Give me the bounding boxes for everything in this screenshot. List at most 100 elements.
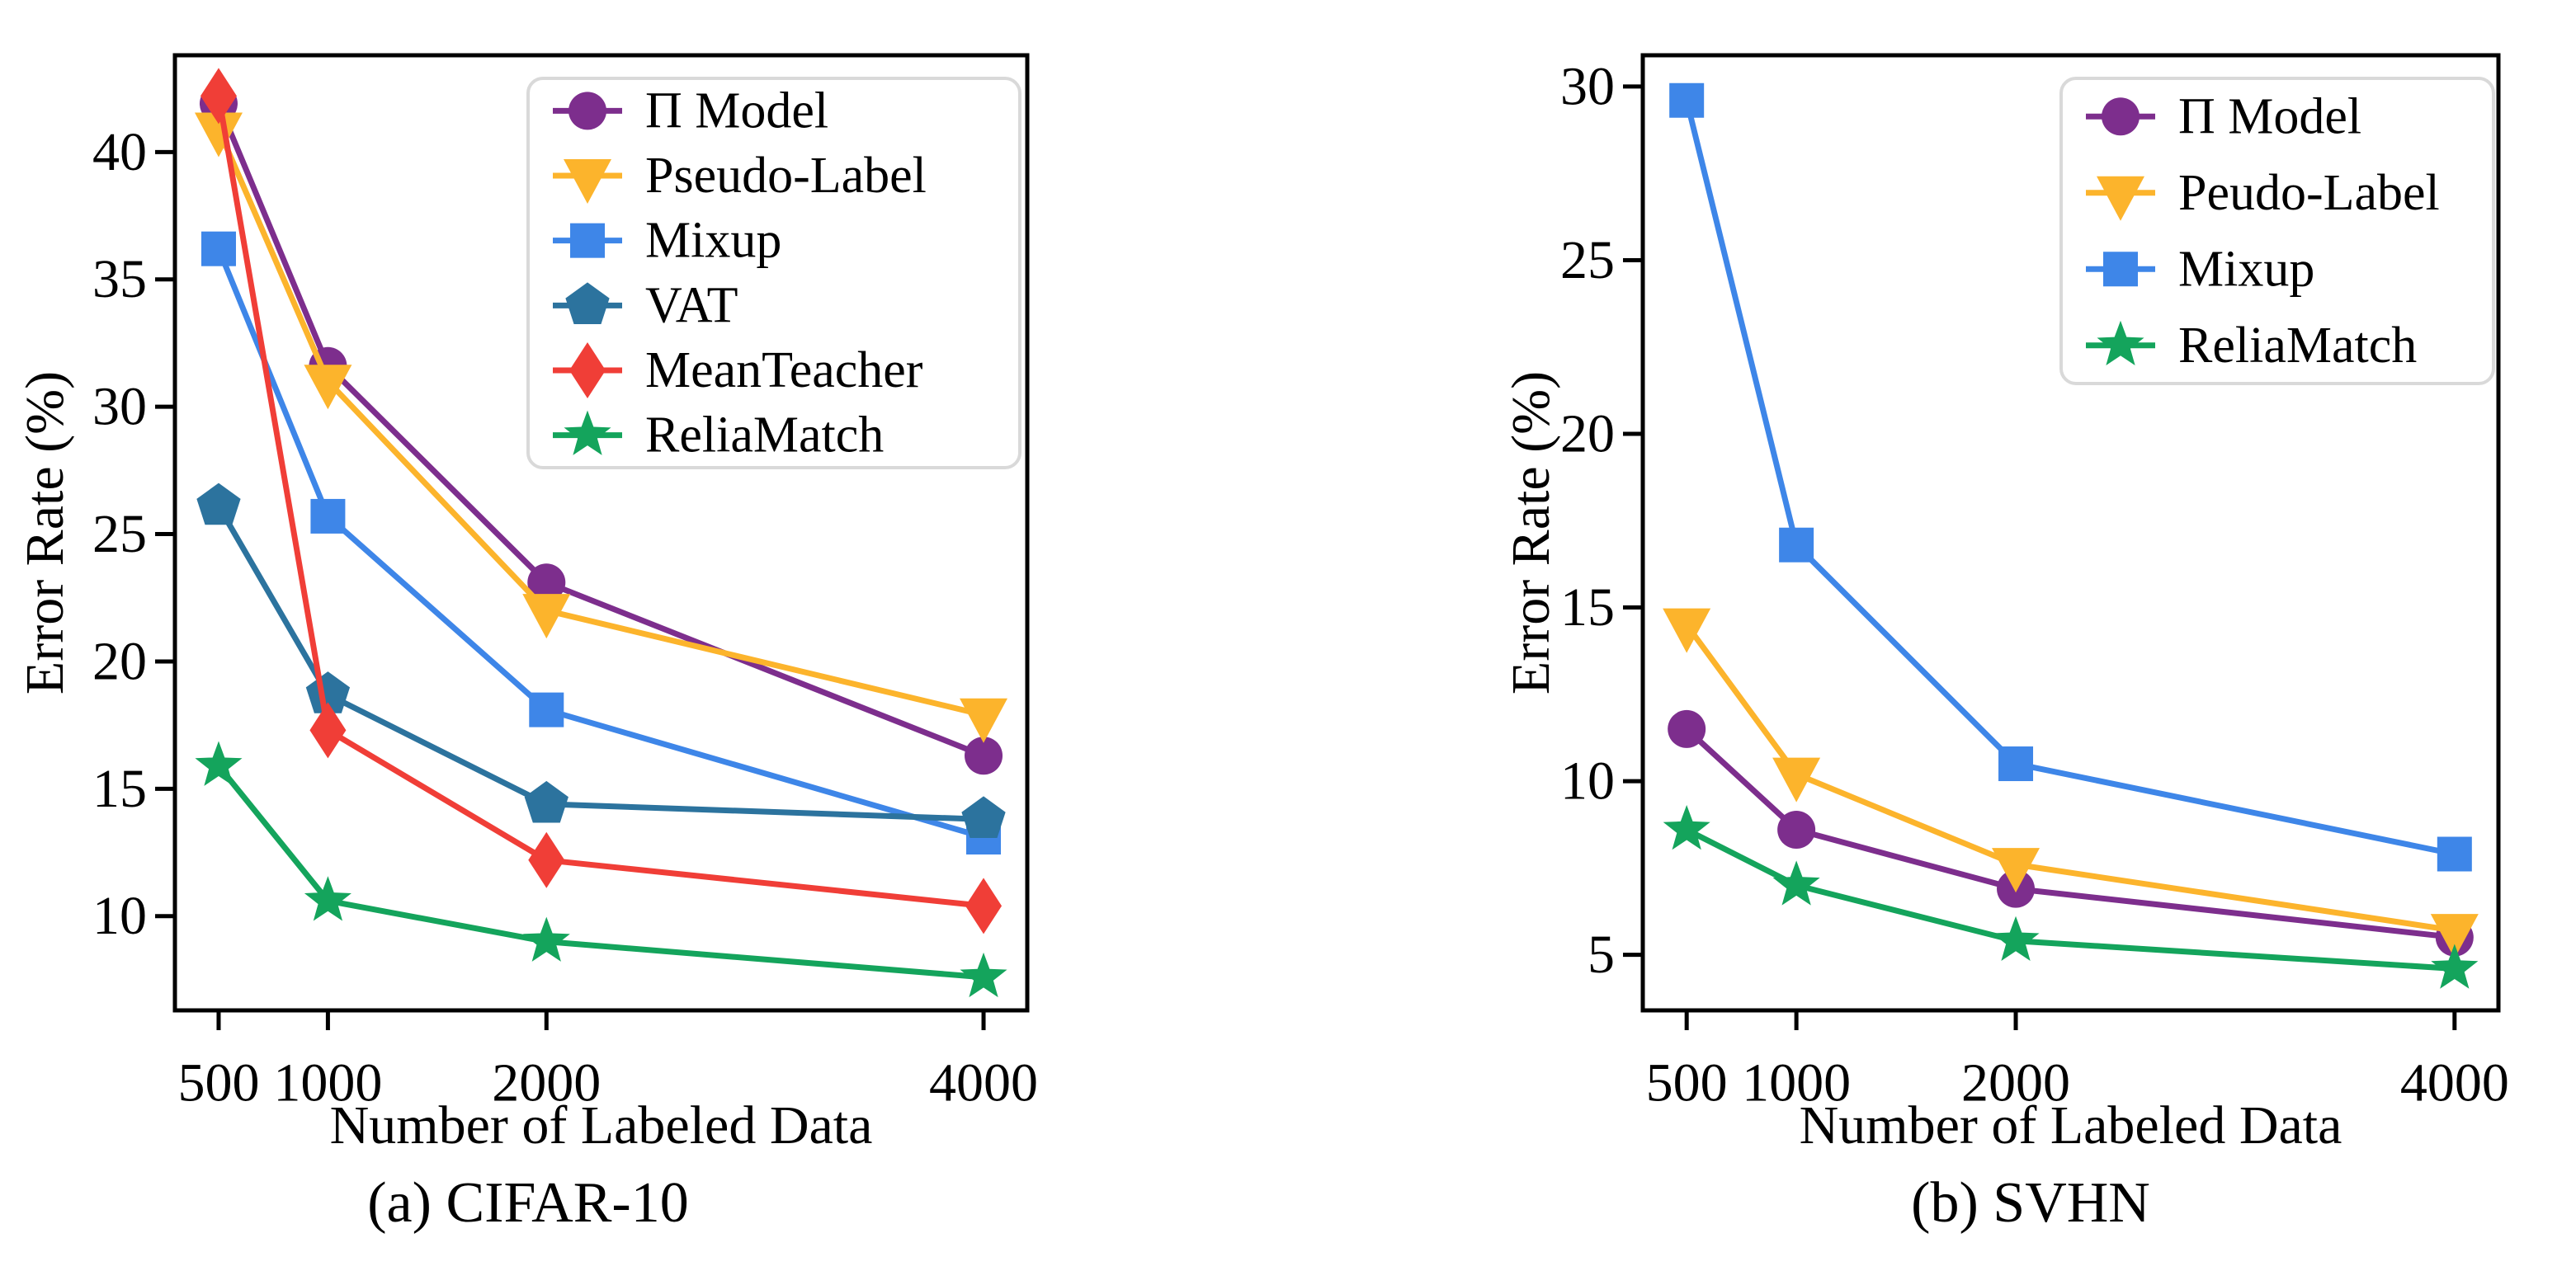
legend-label: Peudo-Label (2178, 165, 2440, 221)
data-point-marker (965, 878, 1003, 934)
legend: Π Model Pseudo-Label Mixup VAT MeanTeacher Re… (526, 77, 1021, 469)
legend-marker (565, 282, 610, 324)
legend-item: ReliaMatch (553, 407, 884, 464)
data-point-marker (1669, 82, 1705, 118)
series-line (215, 92, 987, 909)
series-pseudo-label (194, 112, 1008, 743)
data-point-marker (1772, 860, 1820, 906)
legend-marker (2103, 252, 2138, 287)
data-point-marker (528, 831, 565, 888)
legend-item: Peudo-Label (2086, 165, 2440, 221)
data-point-marker (522, 594, 571, 639)
data-point-marker (1992, 916, 2040, 962)
data-point-marker (1668, 709, 1706, 748)
data-point-marker (304, 876, 351, 921)
legend-label: ReliaMatch (645, 407, 884, 464)
legend-label: Pseudo-Label (645, 148, 927, 204)
plot-frame (1640, 53, 2501, 1013)
legend-marker (564, 410, 611, 455)
data-point-marker (1663, 608, 1711, 653)
legend-item: Π Model (2086, 88, 2361, 144)
y-tick-label: 15 (1560, 577, 1615, 638)
legend-label: Π Model (2178, 88, 2361, 144)
series-line (1683, 622, 2458, 934)
y-tick-label: 30 (1560, 56, 1615, 116)
y-tick-label: 20 (92, 631, 147, 691)
series-meanteacher (200, 68, 1003, 934)
chart-svhn: 5 10 15 20 25 30 500 1000 2000 4000 Π Model Peudo-L… (1288, 0, 2576, 1271)
data-point-marker (1992, 848, 2041, 893)
series-reliamatch (1663, 805, 2479, 989)
legend-label: VAT (645, 277, 738, 333)
data-point-marker (1772, 757, 1821, 803)
legend-item: Mixup (553, 213, 781, 269)
legend-marker (564, 159, 611, 204)
series-peudo-label (1663, 608, 2479, 959)
data-point-marker (309, 702, 347, 759)
y-tick-label: 35 (92, 249, 147, 309)
data-point-marker (960, 698, 1008, 743)
series-reliamatch (195, 741, 1007, 998)
legend-label: Mixup (645, 213, 781, 269)
legend-box (2059, 77, 2495, 385)
legend-marker (570, 223, 605, 258)
legend-label: ReliaMatch (2178, 318, 2417, 374)
y-tick-label: 10 (1560, 751, 1615, 812)
y-tick-label: 40 (92, 122, 147, 182)
legend-marker (2102, 97, 2140, 136)
y-tick-label: 20 (1560, 403, 1615, 464)
x-tick-label: 4000 (929, 1053, 1038, 1113)
series-mixup (1669, 82, 2472, 872)
y-tick-label: 15 (92, 759, 147, 819)
data-point-marker (310, 498, 346, 534)
chart-cifar10: 10 15 20 25 30 35 40 500 1000 2000 4000 Π Model Pseu… (15, 53, 1038, 1235)
x-tick-label: 1000 (1742, 1053, 1851, 1113)
legend: Π Model Peudo-Label Mixup ReliaMatch (2059, 77, 2495, 385)
y-axis-label: Error Rate (%) (15, 370, 75, 695)
x-tick-label: 1000 (273, 1053, 382, 1113)
data-point-marker (201, 231, 236, 266)
data-point-marker (524, 780, 569, 823)
data-point-marker (527, 563, 566, 602)
data-point-marker (965, 737, 1003, 775)
data-point-marker (529, 692, 564, 727)
data-point-marker (194, 112, 243, 158)
data-point-marker (2437, 836, 2472, 872)
series-line (1683, 826, 2458, 972)
data-point-marker (1663, 805, 1710, 850)
chart-cifar10-canvas: 10 15 20 25 30 35 40 500 1000 2000 4000 Π Model Pseu… (92, 53, 1038, 1113)
legend-marker (569, 342, 606, 398)
legend-item: Mixup (2086, 241, 2314, 297)
legend-item: Pseudo-Label (553, 148, 927, 204)
y-tick-label: 10 (92, 886, 147, 946)
series-line (1683, 726, 2458, 941)
data-point-marker (2431, 944, 2479, 989)
legend-box (526, 77, 1021, 469)
legend-label: Π Model (645, 82, 828, 139)
series-line (215, 126, 987, 718)
x-tick-label: 500 (1646, 1053, 1728, 1113)
data-point-marker (195, 741, 243, 786)
series-line (1683, 97, 2458, 858)
legend-marker (2097, 176, 2144, 221)
data-point-marker (304, 365, 352, 410)
data-point-marker (200, 68, 237, 125)
legend-item: MeanTeacher (553, 342, 923, 398)
data-point-marker (961, 796, 1006, 839)
x-axis-label: Number of Labeled Data (329, 1095, 873, 1156)
legend-item: ReliaMatch (2086, 318, 2417, 374)
x-tick-label: 2000 (1961, 1053, 2070, 1113)
data-point-marker (2430, 914, 2479, 959)
data-point-marker (960, 952, 1007, 998)
y-tick-label: 5 (1588, 925, 1615, 985)
series-line (215, 503, 987, 822)
series-mixup (201, 231, 1002, 855)
x-axis-label: Number of Labeled Data (1799, 1095, 2342, 1156)
x-tick-label: 2000 (492, 1053, 601, 1113)
subfigure-caption-a: (a) CIFAR-10 (367, 1171, 689, 1235)
y-tick-label: 30 (92, 377, 147, 437)
y-tick-label: 25 (1560, 230, 1615, 290)
y-tick-label: 25 (92, 504, 147, 564)
series-line (215, 101, 987, 759)
